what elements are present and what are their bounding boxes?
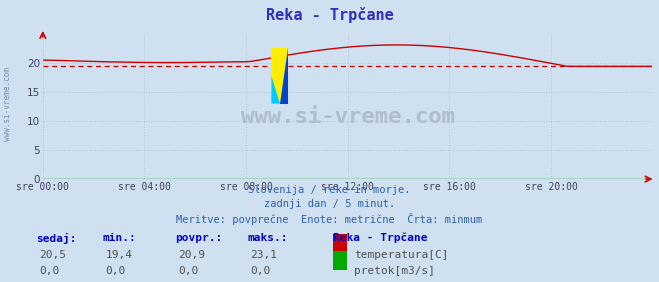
Text: 0,0: 0,0 — [178, 266, 198, 276]
Text: 23,1: 23,1 — [250, 250, 277, 259]
Text: Meritve: povprečne  Enote: metrične  Črta: minmum: Meritve: povprečne Enote: metrične Črta:… — [177, 213, 482, 225]
Text: www.si-vreme.com: www.si-vreme.com — [241, 107, 455, 127]
Text: 0,0: 0,0 — [105, 266, 126, 276]
Text: sedaj:: sedaj: — [36, 233, 76, 244]
Text: Reka - Trpčane: Reka - Trpčane — [333, 233, 427, 243]
Text: zadnji dan / 5 minut.: zadnji dan / 5 minut. — [264, 199, 395, 209]
Text: 20,9: 20,9 — [178, 250, 205, 259]
Text: 20,5: 20,5 — [40, 250, 67, 259]
Text: 19,4: 19,4 — [105, 250, 132, 259]
Text: maks.:: maks.: — [247, 233, 287, 243]
Text: min.:: min.: — [102, 233, 136, 243]
Text: 0,0: 0,0 — [40, 266, 60, 276]
Text: Slovenija / reke in morje.: Slovenija / reke in morje. — [248, 185, 411, 195]
Text: povpr.:: povpr.: — [175, 233, 222, 243]
Text: Reka - Trpčane: Reka - Trpčane — [266, 7, 393, 23]
Text: pretok[m3/s]: pretok[m3/s] — [354, 266, 435, 276]
Text: www.si-vreme.com: www.si-vreme.com — [3, 67, 13, 141]
Text: temperatura[C]: temperatura[C] — [354, 250, 448, 259]
Text: 0,0: 0,0 — [250, 266, 271, 276]
